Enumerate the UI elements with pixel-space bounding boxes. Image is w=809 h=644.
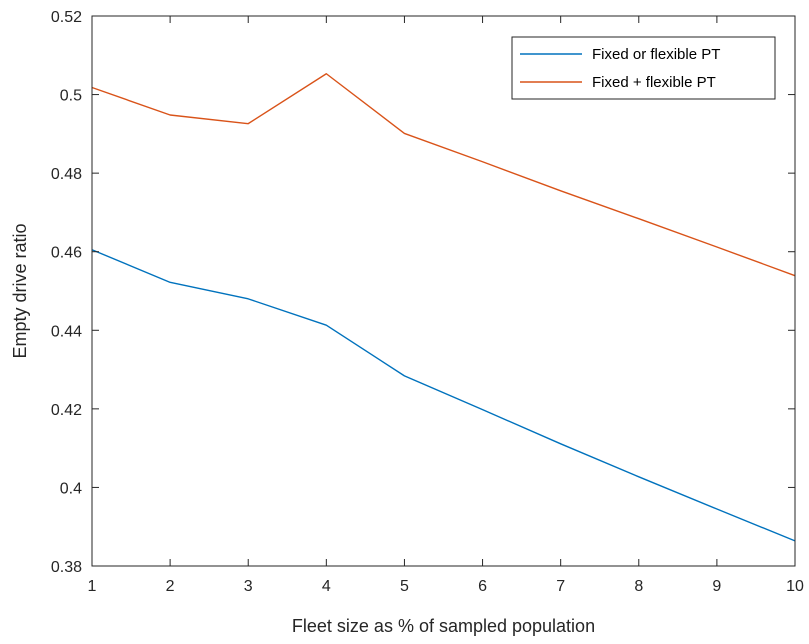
x-tick-label: 2 <box>166 578 175 595</box>
y-tick-label: 0.46 <box>51 245 82 262</box>
x-tick-label: 6 <box>478 578 487 595</box>
x-tick-label: 3 <box>244 578 253 595</box>
x-axis-label: Fleet size as % of sampled population <box>292 616 595 636</box>
x-tick-label: 5 <box>400 578 409 595</box>
y-tick-label: 0.4 <box>60 480 82 497</box>
legend: Fixed or flexible PT Fixed + flexible PT <box>511 36 776 100</box>
legend-box <box>511 36 776 100</box>
y-tick-label: 0.48 <box>51 166 82 183</box>
x-tick-label: 7 <box>556 578 565 595</box>
y-tick-label: 0.5 <box>60 88 82 105</box>
y-tick-label: 0.38 <box>51 559 82 576</box>
legend-label-2: Fixed + flexible PT <box>592 74 716 91</box>
axes-box <box>91 15 796 567</box>
series-line-2 <box>91 73 796 277</box>
plot-area <box>91 73 796 542</box>
x-tick-label: 8 <box>634 578 643 595</box>
series-line-1 <box>91 249 796 542</box>
y-axis-label: Empty drive ratio <box>10 223 30 358</box>
legend-label-1: Fixed or flexible PT <box>592 46 720 63</box>
y-tick-label: 0.42 <box>51 402 82 419</box>
x-tick-label: 10 <box>786 578 804 595</box>
x-tick-label: 9 <box>712 578 721 595</box>
axes: 1 2 3 4 5 6 7 8 9 10 0.38 0.4 0.42 0.44 0.46 0.48 0.5 0.5… <box>51 9 804 595</box>
x-tick-label: 4 <box>322 578 331 595</box>
y-tick-label: 0.52 <box>51 9 82 26</box>
x-tick-label: 1 <box>88 578 97 595</box>
y-tick-label: 0.44 <box>51 323 82 340</box>
